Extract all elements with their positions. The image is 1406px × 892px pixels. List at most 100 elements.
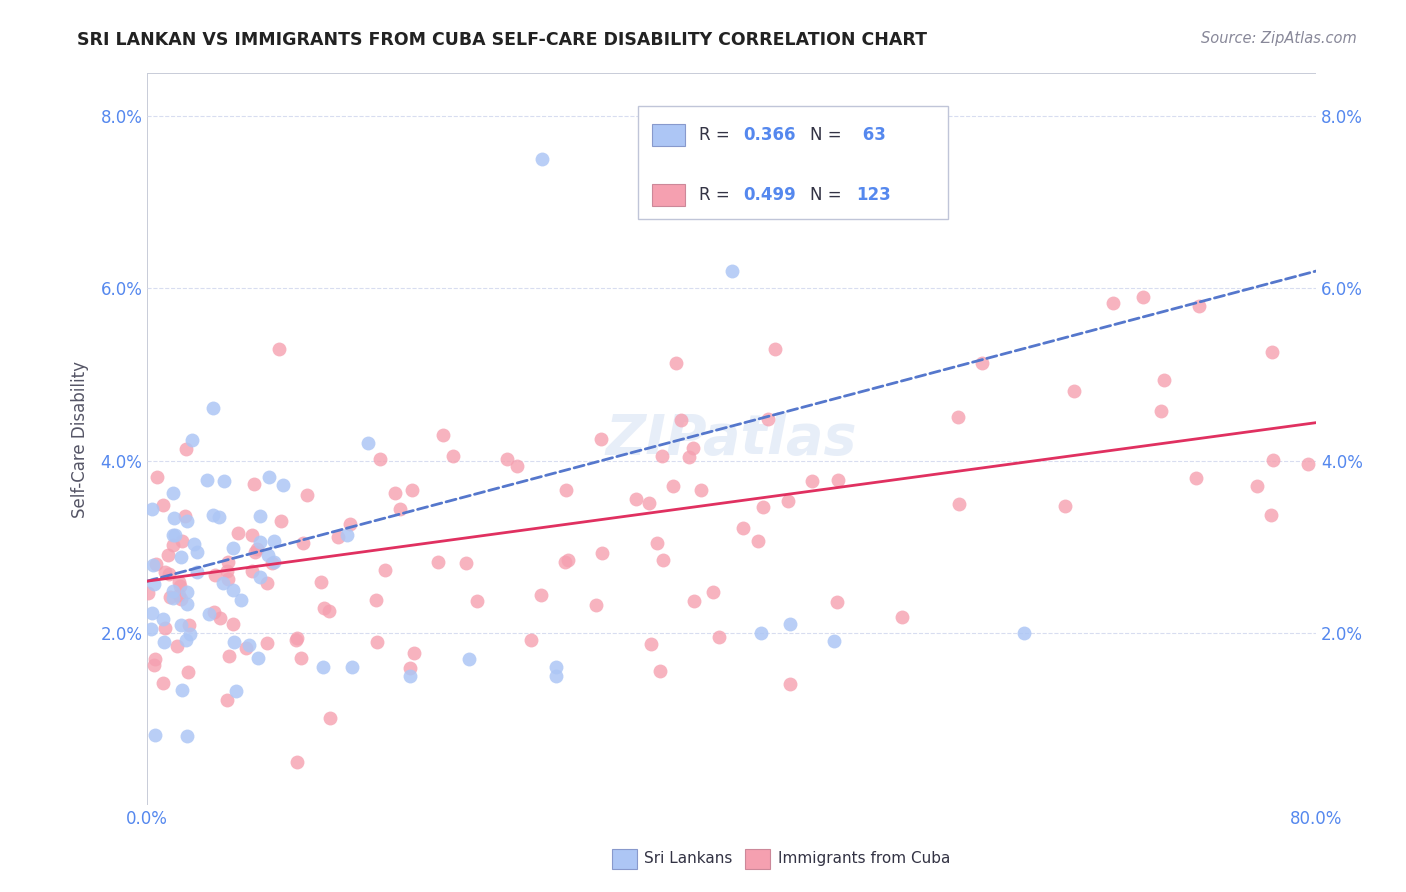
Text: Sri Lankans: Sri Lankans — [644, 852, 733, 866]
Point — [267, 342, 290, 356]
Text: R =: R = — [699, 126, 735, 144]
Point — [285, 755, 308, 769]
Point — [340, 660, 363, 674]
Point — [368, 451, 391, 466]
Point — [495, 452, 517, 467]
Point — [1150, 404, 1173, 418]
Point — [366, 634, 388, 648]
Point — [374, 563, 396, 577]
Point — [162, 538, 184, 552]
Point — [262, 557, 284, 571]
Text: R =: R = — [699, 186, 735, 204]
Text: 123: 123 — [856, 186, 891, 204]
Point — [163, 511, 186, 525]
Point — [218, 648, 240, 663]
Point — [249, 534, 271, 549]
Point — [217, 556, 239, 570]
Point — [172, 534, 194, 549]
Text: N =: N = — [810, 126, 846, 144]
Point — [176, 514, 198, 528]
Point — [357, 435, 380, 450]
Point — [624, 492, 647, 507]
FancyBboxPatch shape — [652, 124, 685, 146]
Point — [181, 434, 204, 448]
Point — [648, 664, 671, 678]
Point — [249, 569, 271, 583]
Point — [229, 593, 252, 607]
Point — [209, 611, 232, 625]
Point — [141, 606, 163, 620]
Point — [176, 585, 198, 599]
Point — [263, 534, 285, 549]
Point — [143, 652, 166, 666]
Point — [152, 676, 174, 690]
Point — [779, 617, 801, 632]
FancyBboxPatch shape — [652, 184, 685, 206]
Point — [222, 541, 245, 555]
Point — [665, 356, 688, 370]
Point — [202, 401, 225, 416]
Point — [682, 441, 704, 455]
Point — [823, 634, 845, 648]
Point — [174, 632, 197, 647]
Point — [176, 665, 198, 679]
Point — [152, 612, 174, 626]
Point — [946, 409, 969, 424]
Point — [1063, 384, 1085, 399]
Text: 0.499: 0.499 — [744, 186, 796, 204]
Point — [141, 502, 163, 516]
Point — [212, 575, 235, 590]
Point — [314, 600, 336, 615]
Point — [1261, 344, 1284, 359]
Point — [661, 479, 683, 493]
Point — [249, 509, 271, 524]
Point — [162, 528, 184, 542]
Point — [235, 640, 257, 655]
Point — [311, 660, 333, 674]
Point — [506, 459, 529, 474]
Point — [176, 729, 198, 743]
Point — [457, 651, 479, 665]
Point — [152, 498, 174, 512]
Point — [1012, 625, 1035, 640]
Point — [720, 264, 742, 278]
Point — [136, 586, 159, 600]
Point — [669, 413, 692, 427]
Point — [546, 660, 568, 674]
Text: Source: ZipAtlas.com: Source: ZipAtlas.com — [1201, 31, 1357, 46]
Point — [1185, 471, 1208, 485]
Point — [827, 474, 849, 488]
Point — [222, 582, 245, 597]
Point — [1102, 296, 1125, 310]
Point — [765, 342, 787, 356]
Text: N =: N = — [810, 186, 846, 204]
Point — [170, 617, 193, 632]
Point — [256, 548, 278, 562]
Point — [441, 449, 464, 463]
Point — [174, 508, 197, 523]
Text: Immigrants from Cuba: Immigrants from Cuba — [778, 852, 950, 866]
Point — [702, 584, 724, 599]
Point — [690, 483, 713, 497]
Point — [245, 545, 267, 559]
Point — [779, 677, 801, 691]
Point — [402, 646, 425, 660]
Point — [336, 528, 359, 542]
Point — [217, 572, 239, 586]
Point — [291, 535, 314, 549]
Point — [195, 473, 218, 487]
Point — [682, 594, 704, 608]
Point — [339, 516, 361, 531]
Point — [589, 432, 612, 446]
Point — [256, 575, 278, 590]
Point — [948, 497, 970, 511]
Point — [215, 693, 238, 707]
Point — [530, 152, 553, 166]
Point — [177, 618, 200, 632]
Text: 63: 63 — [856, 126, 886, 144]
Point — [747, 533, 769, 548]
Point — [263, 555, 285, 569]
Point — [519, 633, 541, 648]
Point — [651, 449, 673, 463]
Point — [162, 584, 184, 599]
